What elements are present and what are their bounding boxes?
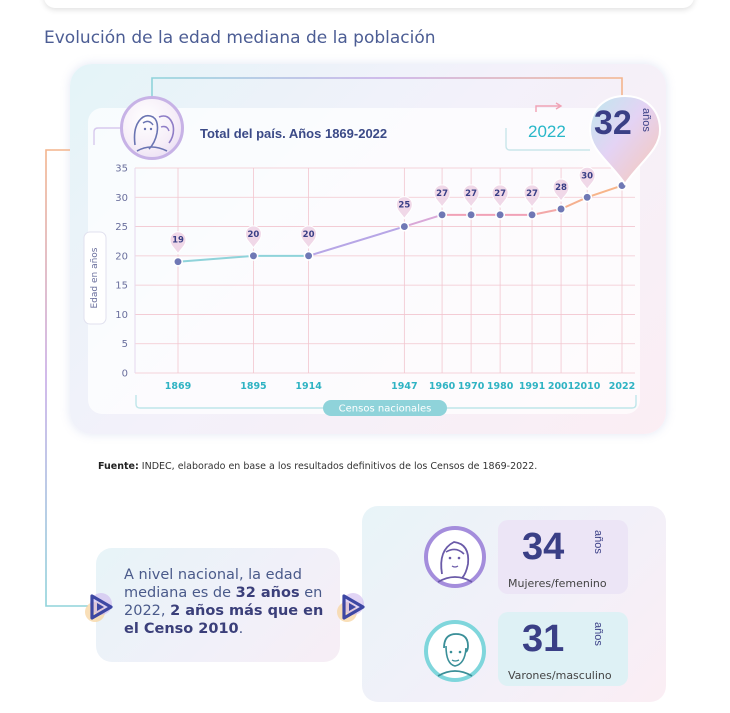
- x-tick-label: 1914: [295, 381, 322, 392]
- data-point: [437, 209, 448, 220]
- data-label: 28: [555, 183, 567, 193]
- data-point: [399, 221, 410, 232]
- y-tick-label: 0: [122, 369, 128, 380]
- men-label: Varones/masculino: [508, 669, 612, 682]
- play-arrow-icon: [85, 593, 113, 622]
- series-line-segment: [307, 225, 406, 257]
- data-pin-marker: [244, 225, 262, 249]
- men-median-unit: años: [592, 622, 604, 646]
- data-label: 27: [465, 189, 477, 199]
- y-tick-label: 25: [115, 222, 128, 233]
- top-card-edge: [44, 0, 694, 8]
- women-stat-box: [498, 520, 628, 594]
- highlight-value: 32: [594, 104, 632, 142]
- y-tick-label: 10: [115, 310, 128, 321]
- x-tick-label: 2022: [609, 381, 635, 392]
- y-tick-label: 5: [122, 339, 128, 350]
- data-pin-marker: [491, 184, 509, 208]
- data-label: 20: [248, 230, 260, 240]
- highlight-unit: años: [640, 108, 652, 132]
- series-line-segment: [177, 254, 255, 263]
- data-label: 19: [172, 236, 184, 246]
- y-tick-label: 35: [115, 164, 128, 175]
- source-label: Fuente:: [98, 461, 139, 472]
- women-avatar-icon: [120, 96, 184, 160]
- x-tick-label: 1960: [429, 381, 456, 392]
- data-point: [173, 256, 183, 267]
- page-title: Evolución de la edad mediana de la pobla…: [44, 28, 436, 48]
- source-note: Fuente: INDEC, elaborado en base a los r…: [98, 461, 537, 472]
- data-pin-marker: [552, 178, 570, 202]
- data-point: [248, 250, 259, 261]
- summary-part-3: .: [238, 621, 244, 637]
- data-pin-marker: [523, 184, 541, 208]
- data-label: 30: [581, 171, 593, 181]
- x-tick-label: 2010: [574, 381, 601, 392]
- y-tick-label: 30: [115, 193, 128, 204]
- data-pin-marker: [578, 166, 596, 191]
- men-median-value: 31: [522, 618, 565, 660]
- x-axis-label: Censos nacionales: [339, 404, 432, 415]
- highlight-pin-icon: [588, 94, 662, 186]
- data-label: 25: [398, 201, 410, 211]
- y-axis-label-box: [83, 231, 107, 325]
- x-tick-label: 2001: [548, 381, 574, 392]
- data-label: 20: [303, 230, 315, 240]
- series-line-segment: [403, 213, 444, 228]
- data-point: [582, 192, 593, 203]
- source-text: INDEC, elaborado en base a los resultado…: [138, 461, 538, 472]
- summary-bold-1: 32 años: [235, 585, 300, 601]
- women-label: Mujeres/femenino: [508, 577, 607, 590]
- data-point: [303, 250, 314, 261]
- x-tick-label: 1970: [458, 381, 485, 392]
- data-pin-marker: [462, 184, 480, 208]
- woman-avatar-icon: [424, 526, 486, 588]
- data-point: [527, 209, 537, 220]
- summary-text: A nivel nacional, la edad mediana es de …: [124, 566, 324, 638]
- summary-part-2: en 2022,: [124, 585, 323, 619]
- data-label: 27: [436, 189, 448, 199]
- data-pin-marker: [395, 196, 413, 220]
- summary-card: [96, 548, 340, 662]
- y-axis-label: Edad en años: [90, 247, 100, 308]
- x-tick-label: 1980: [487, 381, 514, 392]
- summary-part-1: A nivel nacional, la edad mediana es de: [124, 567, 302, 601]
- data-point: [466, 209, 477, 220]
- data-pin-marker: [300, 225, 318, 249]
- data-pin-marker: [169, 231, 187, 255]
- women-median-value: 34: [522, 526, 565, 568]
- chart-subtitle: Total del país. Años 1869-2022: [200, 126, 388, 141]
- data-point: [556, 204, 567, 214]
- summary-bold-2: 2 años más que en el Censo 2010: [124, 603, 324, 637]
- data-label: 27: [494, 189, 506, 199]
- man-avatar-icon: [424, 620, 486, 682]
- x-tick-label: 1947: [391, 381, 417, 392]
- x-axis-label-box: [323, 400, 447, 416]
- highlight-year: 2022: [528, 122, 566, 141]
- x-tick-label: 1869: [165, 381, 191, 392]
- y-tick-label: 15: [115, 281, 128, 292]
- x-tick-label: 1895: [240, 381, 266, 392]
- data-point: [495, 209, 506, 220]
- x-tick-label: 1991: [519, 381, 545, 392]
- play-arrow-icon: [337, 593, 365, 622]
- data-pin-marker: [433, 184, 451, 208]
- y-tick-label: 20: [115, 251, 128, 262]
- men-stat-box: [498, 612, 628, 686]
- series-line-segment: [586, 184, 623, 199]
- data-label: 27: [526, 189, 538, 199]
- women-median-unit: años: [592, 530, 604, 554]
